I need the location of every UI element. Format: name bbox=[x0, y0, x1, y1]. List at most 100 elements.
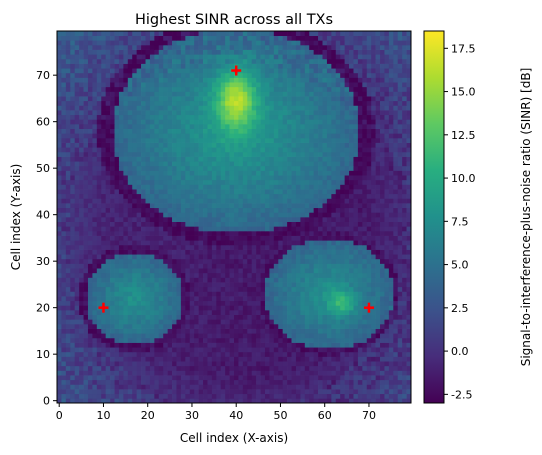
heatmap-cell bbox=[65, 296, 71, 302]
heatmap-cell bbox=[203, 310, 208, 315]
heatmap-cell bbox=[136, 235, 142, 241]
heatmap-cell bbox=[278, 124, 284, 129]
heatmap-cell bbox=[96, 393, 102, 399]
heatmap-cell bbox=[335, 254, 341, 260]
heatmap-cell bbox=[375, 384, 381, 390]
heatmap-cell bbox=[132, 268, 137, 274]
heatmap-cell bbox=[172, 119, 177, 125]
heatmap-cell bbox=[172, 128, 177, 134]
heatmap-cell bbox=[216, 342, 222, 348]
heatmap-cell bbox=[141, 379, 146, 385]
heatmap-cell bbox=[251, 226, 257, 232]
heatmap-cell bbox=[375, 147, 381, 153]
heatmap-cell bbox=[326, 161, 332, 167]
heatmap-cell bbox=[207, 305, 213, 311]
heatmap-cell bbox=[154, 161, 160, 167]
heatmap-cell bbox=[118, 249, 124, 255]
heatmap-cell bbox=[402, 170, 407, 176]
heatmap-cell bbox=[167, 393, 173, 399]
heatmap-cell bbox=[203, 347, 208, 353]
heatmap-cell bbox=[185, 323, 191, 329]
heatmap-cell bbox=[57, 384, 62, 390]
heatmap-cell bbox=[87, 161, 93, 167]
heatmap-cell bbox=[176, 333, 182, 339]
heatmap-cell bbox=[189, 398, 195, 404]
heatmap-cell bbox=[141, 361, 146, 367]
heatmap-cell bbox=[185, 221, 191, 227]
heatmap-cell bbox=[198, 347, 204, 353]
heatmap-cell bbox=[229, 170, 235, 176]
heatmap-cell bbox=[136, 263, 142, 269]
heatmap-cell bbox=[340, 235, 345, 241]
heatmap-cell bbox=[158, 244, 164, 250]
heatmap-cell bbox=[313, 268, 319, 274]
heatmap-cell bbox=[220, 124, 226, 129]
heatmap-cell bbox=[207, 175, 213, 181]
heatmap-cell bbox=[127, 110, 133, 116]
heatmap-cell bbox=[291, 379, 297, 385]
heatmap-cell bbox=[406, 365, 412, 371]
heatmap-cell bbox=[269, 114, 275, 120]
heatmap-cell bbox=[114, 170, 120, 176]
heatmap-cell bbox=[74, 254, 80, 260]
heatmap-cell bbox=[110, 114, 115, 120]
heatmap-cell bbox=[335, 114, 341, 120]
heatmap-cell bbox=[256, 351, 261, 357]
heatmap-cell bbox=[87, 244, 93, 250]
heatmap-cell bbox=[158, 351, 164, 357]
heatmap-cell bbox=[185, 161, 191, 167]
heatmap-cell bbox=[220, 119, 226, 125]
heatmap-cell bbox=[393, 389, 399, 395]
heatmap-cell bbox=[282, 361, 288, 367]
heatmap-cell bbox=[127, 142, 133, 148]
heatmap-cell bbox=[83, 161, 89, 167]
heatmap-cell bbox=[141, 282, 146, 288]
heatmap-cell bbox=[167, 305, 173, 311]
heatmap-cell bbox=[366, 333, 372, 339]
heatmap-cell bbox=[397, 119, 403, 125]
heatmap-cell bbox=[371, 221, 376, 227]
heatmap-cell bbox=[357, 361, 363, 367]
heatmap-cell bbox=[57, 137, 62, 143]
heatmap-cell bbox=[388, 347, 394, 353]
heatmap-cell bbox=[57, 240, 62, 246]
heatmap-cell bbox=[278, 254, 284, 260]
heatmap-cell bbox=[216, 170, 222, 176]
heatmap-cell bbox=[132, 398, 137, 404]
heatmap-cell bbox=[393, 203, 399, 209]
heatmap-cell bbox=[96, 286, 102, 292]
heatmap-cell bbox=[242, 379, 248, 385]
heatmap-cell bbox=[225, 142, 230, 148]
heatmap-cell bbox=[65, 337, 71, 343]
heatmap-cell bbox=[251, 356, 257, 362]
heatmap-cell bbox=[335, 175, 341, 181]
heatmap-cell bbox=[163, 258, 168, 264]
heatmap-cell bbox=[216, 296, 222, 302]
heatmap-cell bbox=[194, 170, 199, 176]
heatmap-cell bbox=[260, 193, 266, 199]
heatmap-cell bbox=[220, 133, 226, 139]
heatmap-cell bbox=[313, 333, 319, 339]
heatmap-cell bbox=[194, 244, 199, 250]
heatmap-cell bbox=[380, 198, 385, 204]
heatmap-cell bbox=[353, 170, 359, 176]
heatmap-cell bbox=[189, 356, 195, 362]
heatmap-cell bbox=[344, 151, 350, 157]
heatmap-cell bbox=[264, 282, 270, 288]
heatmap-cell bbox=[295, 361, 301, 367]
heatmap-cell bbox=[216, 124, 222, 129]
heatmap-cell bbox=[57, 226, 62, 232]
heatmap-cell bbox=[225, 175, 230, 181]
heatmap-cell bbox=[335, 356, 341, 362]
heatmap-cell bbox=[269, 249, 275, 255]
heatmap-cell bbox=[172, 291, 177, 297]
heatmap-cell bbox=[273, 142, 279, 148]
heatmap-cell bbox=[225, 277, 230, 283]
heatmap-cell bbox=[220, 189, 226, 195]
heatmap-cells bbox=[57, 31, 412, 404]
heatmap-cell bbox=[61, 207, 67, 213]
heatmap-cell bbox=[247, 124, 253, 129]
heatmap-cell bbox=[96, 235, 102, 241]
heatmap-cell bbox=[256, 235, 261, 241]
heatmap-cell bbox=[247, 161, 253, 167]
